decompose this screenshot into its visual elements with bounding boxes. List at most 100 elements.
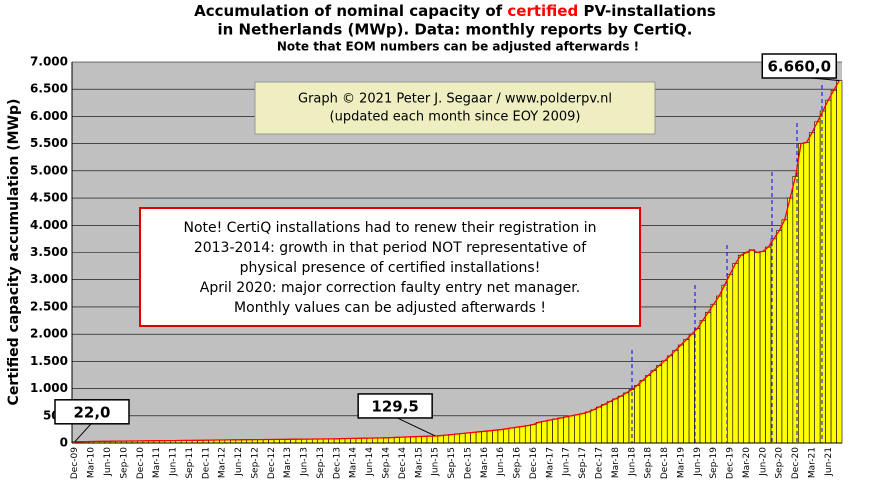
x-tick-label: Jun-14 [365, 447, 375, 477]
x-tick-label: Sep-15 [447, 447, 457, 479]
x-tick-label: Jun-10 [103, 447, 113, 477]
bar [787, 197, 794, 444]
x-tick-label: Dec-18 [660, 447, 670, 479]
bar [388, 437, 395, 444]
x-tick-label: Sep-14 [382, 447, 392, 479]
bar [557, 417, 564, 444]
y-tick-label: 2.500 [30, 299, 68, 313]
bar [623, 392, 630, 444]
x-tick-label: Jun-11 [169, 447, 179, 477]
x-tick-label: Mar-10 [87, 447, 97, 478]
chart-title: Accumulation of nominal capacity of cert… [194, 2, 716, 20]
bar [645, 375, 652, 444]
x-tick-label: Mar-20 [742, 447, 752, 478]
bar [404, 436, 411, 444]
bar [830, 90, 837, 444]
x-tick-label: Jun-15 [431, 447, 441, 477]
bar [759, 251, 766, 444]
trend-line [74, 80, 840, 443]
bar [432, 435, 439, 444]
bar [650, 370, 657, 444]
markers [631, 85, 823, 443]
x-tick-label: Dec-19 [726, 447, 736, 479]
note-text: 2013-2014: growth in that period NOT rep… [194, 240, 587, 256]
bar [366, 437, 373, 444]
x-tick-label: Mar-14 [349, 447, 359, 478]
data-label: 129,5 [371, 397, 418, 415]
y-tick-label: 3.000 [30, 272, 68, 286]
credit-text: Graph © 2021 Peter J. Segaar / www.polde… [298, 92, 612, 107]
bar [568, 415, 575, 444]
bar [612, 398, 619, 444]
bar [819, 110, 826, 444]
x-tick-label: Jun-12 [234, 447, 244, 477]
label-leader [394, 416, 436, 437]
bar [514, 426, 521, 444]
bar [421, 436, 428, 444]
bar [798, 143, 805, 444]
bar [475, 431, 482, 444]
x-tick-label: Dec-12 [267, 447, 277, 479]
x-tick-label: Mar-11 [152, 447, 162, 478]
y-tick-label: 6.500 [30, 82, 68, 96]
label-box [761, 53, 838, 79]
bar [443, 434, 450, 444]
y-tick-label: 7.000 [30, 55, 68, 69]
overlay: 05001.0001.5002.0002.5003.0003.5004.0004… [30, 53, 842, 479]
x-tick-label: Jun-13 [300, 447, 310, 477]
bar [563, 416, 570, 444]
x-tick-label: Sep-17 [578, 447, 588, 479]
bar [399, 436, 406, 444]
bar [535, 422, 542, 444]
bar [470, 432, 477, 444]
bar [699, 320, 706, 444]
title-part: Accumulation of nominal capacity of [194, 2, 503, 20]
x-tick-label: Dec-11 [201, 447, 211, 479]
chart-title: in Netherlands (MWp). Data: monthly repo… [218, 21, 693, 39]
chart-subtitle: Note that EOM numbers can be adjusted af… [277, 40, 639, 54]
bar [541, 420, 548, 444]
x-tick-label: Mar-16 [480, 447, 490, 478]
x-tick-label: Jun-18 [627, 447, 637, 477]
bar [601, 404, 608, 444]
x-tick-label: Mar-12 [218, 447, 228, 478]
y-tick-label: 1.500 [30, 354, 68, 368]
x-tick-label: Sep-10 [119, 447, 129, 479]
bar [382, 437, 390, 444]
bar [705, 312, 712, 444]
bar [590, 409, 597, 444]
bar [355, 438, 362, 444]
bar [377, 437, 384, 444]
title-highlight: certified [507, 2, 578, 20]
bar [737, 254, 745, 444]
y-axis-title: Certified capacity accumulation (MWp) [6, 99, 22, 406]
bar [754, 252, 761, 444]
x-tick-label: Dec-13 [332, 447, 342, 479]
bar [661, 360, 668, 444]
x-tick-label: Dec-20 [791, 447, 801, 479]
bar [393, 437, 400, 444]
bar [492, 429, 499, 444]
x-tick-label: Mar-18 [611, 447, 621, 478]
bar [803, 142, 810, 444]
x-tick-label: Dec-10 [136, 447, 146, 479]
bar [710, 303, 717, 444]
bar [617, 395, 624, 444]
y-tick-label: 4.500 [30, 191, 68, 205]
bar [727, 273, 734, 444]
credit-text: (updated each month since EOY 2009) [330, 110, 581, 125]
x-tick-label: Mar-13 [283, 447, 293, 478]
bar [481, 430, 488, 444]
label-leader [74, 422, 93, 443]
x-tick-label: Dec-16 [529, 447, 539, 479]
x-tick-label: Sep-18 [644, 447, 654, 479]
y-tick-label: 5.500 [30, 136, 68, 150]
x-tick-label: Sep-12 [250, 447, 260, 479]
x-tick-label: Jun-19 [693, 447, 703, 477]
bar [836, 80, 843, 444]
y-tick-label: 2.000 [30, 327, 68, 341]
bar [716, 295, 723, 444]
bar [453, 433, 461, 444]
bar [437, 435, 444, 444]
bar [524, 425, 532, 444]
